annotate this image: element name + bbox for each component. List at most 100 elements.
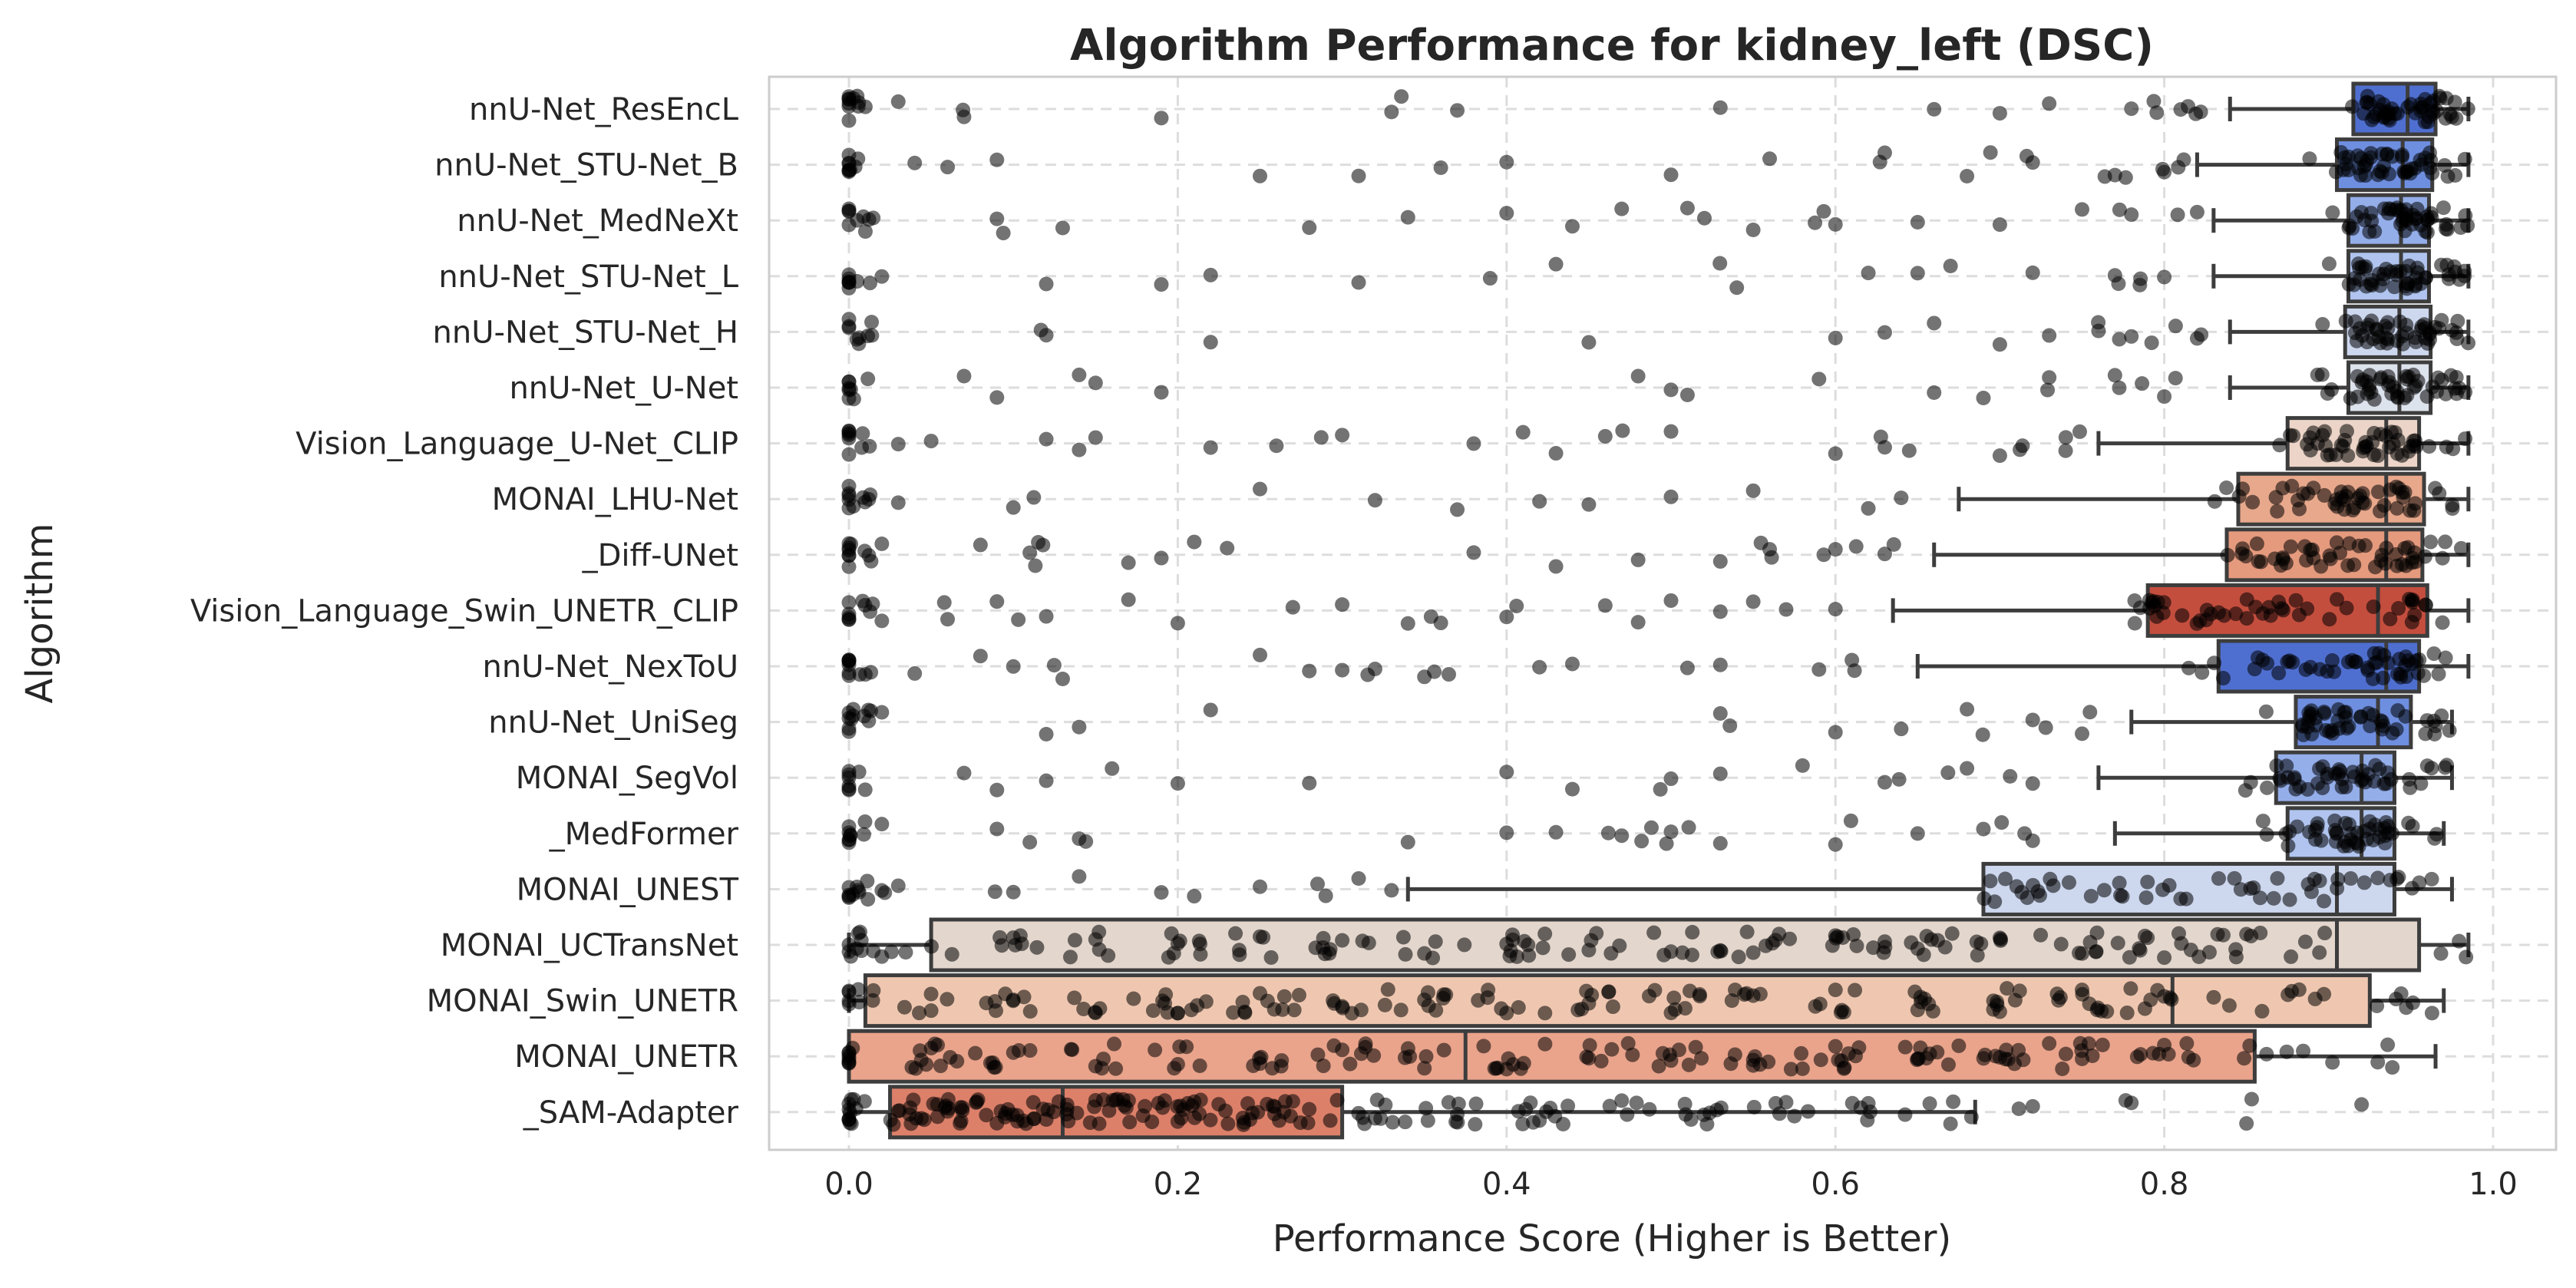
strip-point — [2058, 430, 2073, 445]
strip-point — [841, 559, 857, 574]
strip-point — [1782, 931, 1798, 946]
strip-point — [1975, 727, 1990, 742]
strip-point — [862, 276, 877, 291]
strip-point — [1499, 154, 1514, 170]
strip-point — [2132, 941, 2147, 956]
strip-point — [2025, 265, 2040, 280]
strip-point — [1351, 275, 1366, 290]
strip-point — [2436, 200, 2451, 216]
strip-point — [1992, 217, 2007, 233]
y-tick-label: nnU-Net_STU-Net_L — [438, 259, 738, 295]
x-tick-label: 0.8 — [2140, 1167, 2189, 1202]
strip-point — [1712, 256, 1728, 271]
strip-point — [2272, 438, 2287, 453]
strip-point — [848, 1101, 864, 1116]
strip-point — [1828, 725, 1843, 740]
strip-point — [1877, 547, 1892, 562]
strip-point — [1747, 1049, 1762, 1065]
strip-point — [2359, 279, 2374, 294]
strip-point — [2255, 814, 2271, 829]
strip-point — [1154, 385, 1169, 400]
strip-point — [1872, 154, 1887, 170]
strip-point — [2370, 1055, 2386, 1070]
strip-point — [1537, 1036, 1553, 1052]
strip-point — [2370, 484, 2386, 500]
strip-point — [1203, 702, 1218, 718]
strip-point — [2030, 883, 2046, 899]
strip-point — [877, 885, 893, 900]
strip-point — [841, 548, 857, 563]
strip-point — [1684, 947, 1699, 963]
strip-point — [1712, 553, 1728, 569]
strip-point — [1468, 1096, 1484, 1111]
strip-point — [1560, 1098, 1576, 1114]
strip-point — [2432, 88, 2447, 104]
strip-point — [2429, 827, 2444, 842]
strip-point — [1960, 702, 1975, 717]
strip-point — [841, 890, 857, 905]
strip-point — [1795, 1061, 1810, 1076]
strip-point — [1117, 1098, 1132, 1113]
strip-point — [2111, 276, 2126, 292]
strip-point — [898, 945, 913, 960]
strip-point — [1353, 1046, 1369, 1062]
strip-point — [2437, 157, 2452, 173]
strip-point — [1762, 151, 1778, 167]
strip-point — [2206, 989, 2221, 1005]
x-tick-label: 1.0 — [2469, 1167, 2518, 1202]
strip-point — [1910, 826, 1925, 841]
strip-point — [2122, 949, 2137, 965]
strip-point — [2058, 443, 2073, 458]
strip-point — [1253, 168, 1267, 183]
strip-point — [2270, 870, 2285, 886]
strip-point — [2140, 930, 2155, 946]
strip-point — [2244, 1091, 2259, 1107]
strip-point — [2244, 928, 2259, 943]
strip-point — [2123, 981, 2138, 996]
strip-point — [1302, 663, 1317, 679]
strip-point — [1679, 387, 1695, 402]
strip-point — [1963, 1109, 1979, 1125]
strip-point — [2322, 612, 2337, 627]
strip-point — [1308, 940, 1323, 956]
strip-point — [1615, 423, 1630, 438]
strip-point — [1065, 1042, 1080, 1057]
strip-point — [2038, 720, 2053, 735]
strip-point — [1768, 1095, 1783, 1111]
strip-point — [1078, 834, 1094, 849]
strip-point — [1681, 1057, 1696, 1072]
strip-point — [1745, 483, 1761, 498]
strip-point — [1076, 1002, 1091, 1017]
strip-point — [1253, 879, 1267, 894]
strip-point — [988, 1003, 1003, 1019]
strip-point — [1816, 547, 1831, 563]
strip-point — [1342, 1056, 1358, 1072]
strip-point — [2019, 148, 2034, 163]
strip-point — [2438, 650, 2453, 665]
strip-point — [989, 782, 1005, 798]
strip-point — [2385, 1060, 2400, 1075]
strip-point — [2325, 205, 2340, 220]
strip-point — [1828, 446, 1843, 461]
strip-point — [2366, 425, 2382, 441]
strip-point — [2304, 726, 2320, 741]
strip-point — [1046, 658, 1062, 673]
strip-point — [1712, 836, 1728, 851]
strip-point — [1513, 1061, 1528, 1076]
strip-point — [1051, 1094, 1066, 1109]
strip-point — [1517, 933, 1532, 949]
strip-point — [1739, 924, 1755, 940]
strip-point — [883, 944, 899, 959]
strip-point — [2118, 170, 2133, 185]
strip-point — [968, 1045, 983, 1061]
strip-point — [1283, 1108, 1298, 1124]
strip-point — [1904, 935, 1919, 950]
strip-point — [2380, 765, 2396, 781]
strip-point — [841, 819, 857, 834]
strip-point — [933, 1058, 948, 1074]
strip-point — [1837, 1060, 1852, 1075]
strip-point — [2133, 271, 2148, 286]
strip-point — [1418, 1049, 1434, 1064]
strip-point — [1170, 616, 1185, 631]
strip-point — [1448, 1114, 1464, 1129]
